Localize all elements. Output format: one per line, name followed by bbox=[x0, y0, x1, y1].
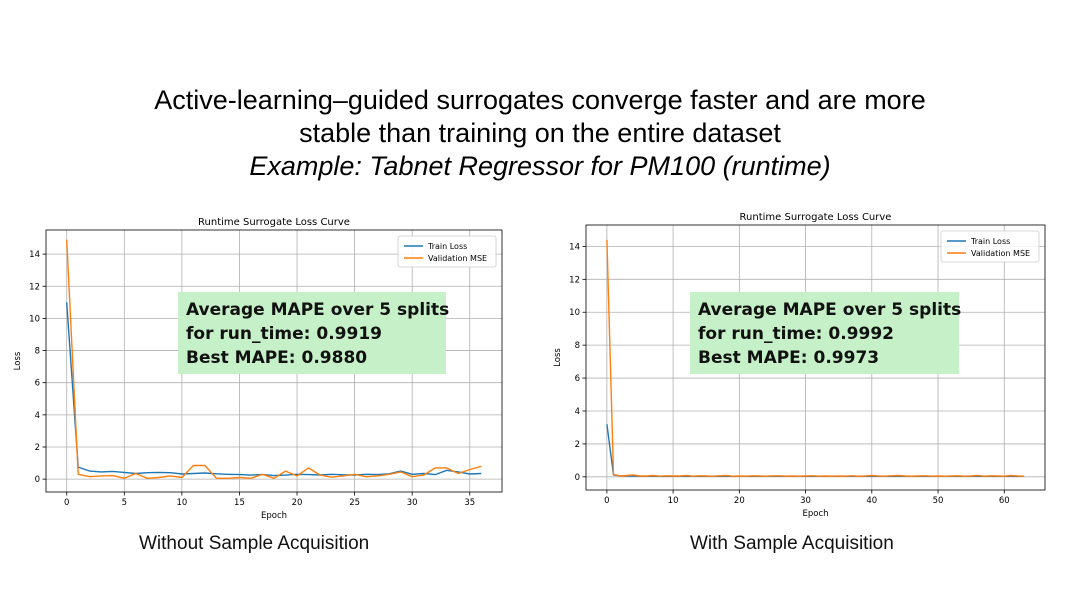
left-callout-line-2: for run_time: 0.9919 bbox=[186, 324, 382, 344]
left-x-tick-label: 30 bbox=[407, 498, 418, 508]
left-x-tick-label: 5 bbox=[122, 498, 127, 508]
left-x-tick-label: 10 bbox=[176, 498, 187, 508]
right-x-axis-label: Epoch bbox=[802, 509, 828, 519]
right-plot-frame bbox=[585, 224, 1046, 491]
left-series-validation-mse-line bbox=[66, 239, 482, 479]
slide-title-line-1: Active-learning–guided surrogates conver… bbox=[154, 85, 926, 115]
right-x-tick-label: 30 bbox=[800, 496, 811, 506]
right-caption: With Sample Acquisition bbox=[690, 533, 894, 554]
left-x-tick-label: 20 bbox=[292, 498, 303, 508]
right-x-tick-label: 10 bbox=[668, 496, 679, 506]
right-y-tick-label: 12 bbox=[569, 275, 580, 285]
left-y-tick-label: 6 bbox=[35, 379, 40, 389]
left-y-tick-label: 4 bbox=[35, 411, 40, 421]
right-legend-box bbox=[940, 230, 1040, 263]
right-x-tick-label: 40 bbox=[866, 496, 877, 506]
right-legend-label-train-loss: Train Loss bbox=[970, 237, 1010, 246]
right-x-tick-label: 60 bbox=[999, 496, 1010, 506]
left-y-tick-label: 0 bbox=[35, 475, 40, 485]
left-x-tick-label: 35 bbox=[464, 498, 475, 508]
left-callout-line-3: Best MAPE: 0.9880 bbox=[186, 348, 368, 368]
left-y-tick-label: 8 bbox=[35, 347, 40, 357]
right-x-tick-label: 0 bbox=[604, 496, 609, 506]
right-x-tick-label: 50 bbox=[933, 496, 944, 506]
left-x-tick-label: 15 bbox=[234, 498, 245, 508]
left-y-tick-label: 12 bbox=[29, 282, 40, 292]
left-legend-label-train-loss: Train Loss bbox=[427, 242, 467, 251]
right-legend-label-validation-mse: Validation MSE bbox=[971, 249, 1030, 258]
slide-title: Active-learning–guided surrogates conver… bbox=[0, 84, 1080, 183]
left-x-axis-label: Epoch bbox=[261, 511, 287, 521]
slide-title-line-2: stable than training on the entire datas… bbox=[299, 118, 781, 148]
right-callout-line-1: Average MAPE over 5 splits bbox=[698, 300, 962, 320]
right-callout-line-2: for run_time: 0.9992 bbox=[698, 324, 894, 344]
left-chart-title: Runtime Surrogate Loss Curve bbox=[198, 217, 350, 228]
right-y-tick-label: 4 bbox=[575, 407, 580, 417]
left-y-axis-label: Loss bbox=[13, 351, 23, 370]
right-chart-title: Runtime Surrogate Loss Curve bbox=[740, 212, 892, 223]
right-series-validation-mse-line bbox=[606, 239, 1025, 477]
left-legend-box bbox=[397, 235, 497, 268]
left-y-tick-label: 2 bbox=[35, 443, 40, 453]
right-callout-line-3: Best MAPE: 0.9973 bbox=[698, 348, 880, 368]
left-callout-line-1: Average MAPE over 5 splits bbox=[186, 300, 450, 320]
right-x-tick-label: 20 bbox=[734, 496, 745, 506]
right-y-tick-label: 0 bbox=[575, 473, 580, 483]
right-y-tick-label: 2 bbox=[575, 440, 580, 450]
left-legend-label-validation-mse: Validation MSE bbox=[428, 254, 487, 263]
left-plot-frame bbox=[45, 229, 503, 493]
right-y-tick-label: 6 bbox=[575, 374, 580, 384]
left-x-tick-label: 0 bbox=[64, 498, 69, 508]
right-mape-callout: Average MAPE over 5 splits for run_time:… bbox=[690, 292, 962, 374]
left-caption: Without Sample Acquisition bbox=[139, 533, 370, 554]
right-y-tick-label: 10 bbox=[569, 308, 580, 318]
left-mape-callout: Average MAPE over 5 splits for run_time:… bbox=[178, 292, 450, 374]
slide-subtitle: Example: Tabnet Regressor for PM100 (run… bbox=[249, 151, 831, 181]
right-y-axis-label: Loss bbox=[553, 348, 563, 367]
right-y-tick-label: 14 bbox=[569, 242, 580, 252]
right-y-tick-label: 8 bbox=[575, 341, 580, 351]
left-x-tick-label: 25 bbox=[349, 498, 360, 508]
left-y-tick-label: 10 bbox=[29, 314, 40, 324]
left-y-tick-label: 14 bbox=[29, 250, 40, 260]
